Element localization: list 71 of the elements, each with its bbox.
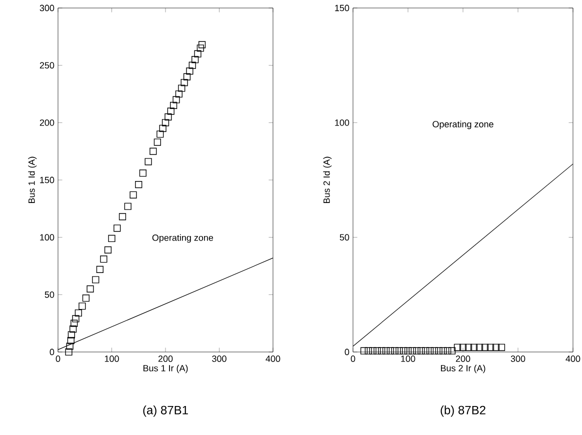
point [68, 331, 75, 338]
y-axis-title: Bus 1 Id (A) [28, 156, 37, 204]
point [144, 158, 152, 166]
x-axis-title: Bus 1 Ir (A) [143, 364, 188, 374]
y-tick-label: 150 [335, 4, 350, 12]
point [135, 181, 142, 188]
point [180, 78, 188, 86]
point [124, 202, 132, 210]
point [196, 44, 204, 52]
point [70, 320, 78, 327]
point [154, 138, 161, 146]
x-tick-label: 400 [566, 356, 580, 362]
point [198, 41, 206, 48]
y-tick-label: 0 [50, 348, 54, 356]
point [74, 309, 82, 317]
y-tick-label: 50 [340, 234, 350, 241]
text: (b) 87B2 [440, 406, 486, 417]
point [92, 276, 100, 284]
x-tick-label: 200 [456, 356, 470, 362]
text: (a) 87B1 [143, 406, 188, 417]
annotation: Operating zone [152, 234, 214, 243]
point [183, 73, 191, 80]
point [130, 191, 137, 198]
y-tick-label: 200 [40, 119, 54, 126]
point [70, 326, 77, 333]
point [139, 170, 146, 177]
point [150, 148, 157, 155]
point [66, 342, 74, 350]
y-tick-label: 50 [44, 291, 54, 298]
point [67, 336, 74, 344]
x-tick-label: 0 [350, 356, 356, 362]
y-tick-label: 100 [335, 119, 350, 126]
point [65, 348, 72, 356]
point [96, 266, 104, 273]
point [188, 62, 196, 69]
x-tick-label: 300 [212, 356, 226, 362]
x-tick-label: 300 [510, 356, 526, 362]
point [167, 108, 174, 115]
point [162, 119, 170, 126]
y-tick-label: 150 [40, 176, 54, 184]
x-tick-label: 100 [104, 356, 119, 362]
point [156, 130, 164, 138]
x-tick-label: 100 [401, 356, 416, 362]
y-axis-title: Bus 2 Id (A) [323, 156, 332, 204]
y-tick-label: 250 [40, 62, 54, 69]
point [72, 315, 80, 322]
x-axis-title: Bus 2 Ir (A) [440, 364, 486, 374]
y-tick-label: 100 [40, 234, 54, 241]
x-tick-label: 400 [266, 356, 280, 362]
x-tick-label: 0 [56, 356, 60, 362]
point [172, 96, 180, 104]
point [86, 285, 94, 292]
point [108, 234, 116, 242]
point [178, 84, 186, 92]
point [118, 213, 126, 220]
point [114, 224, 121, 232]
point [159, 124, 166, 132]
annotation: Operating zone [432, 120, 494, 130]
point [170, 102, 178, 110]
point [100, 256, 108, 263]
point [82, 294, 90, 302]
point [186, 68, 194, 75]
y-tick-label: 300 [40, 4, 54, 12]
point [78, 302, 86, 310]
point [192, 56, 199, 64]
x-tick-label: 200 [158, 356, 173, 362]
point [164, 113, 172, 120]
point [175, 90, 182, 98]
point [194, 50, 202, 58]
y-tick-label: 0 [344, 348, 350, 356]
point [104, 246, 112, 254]
